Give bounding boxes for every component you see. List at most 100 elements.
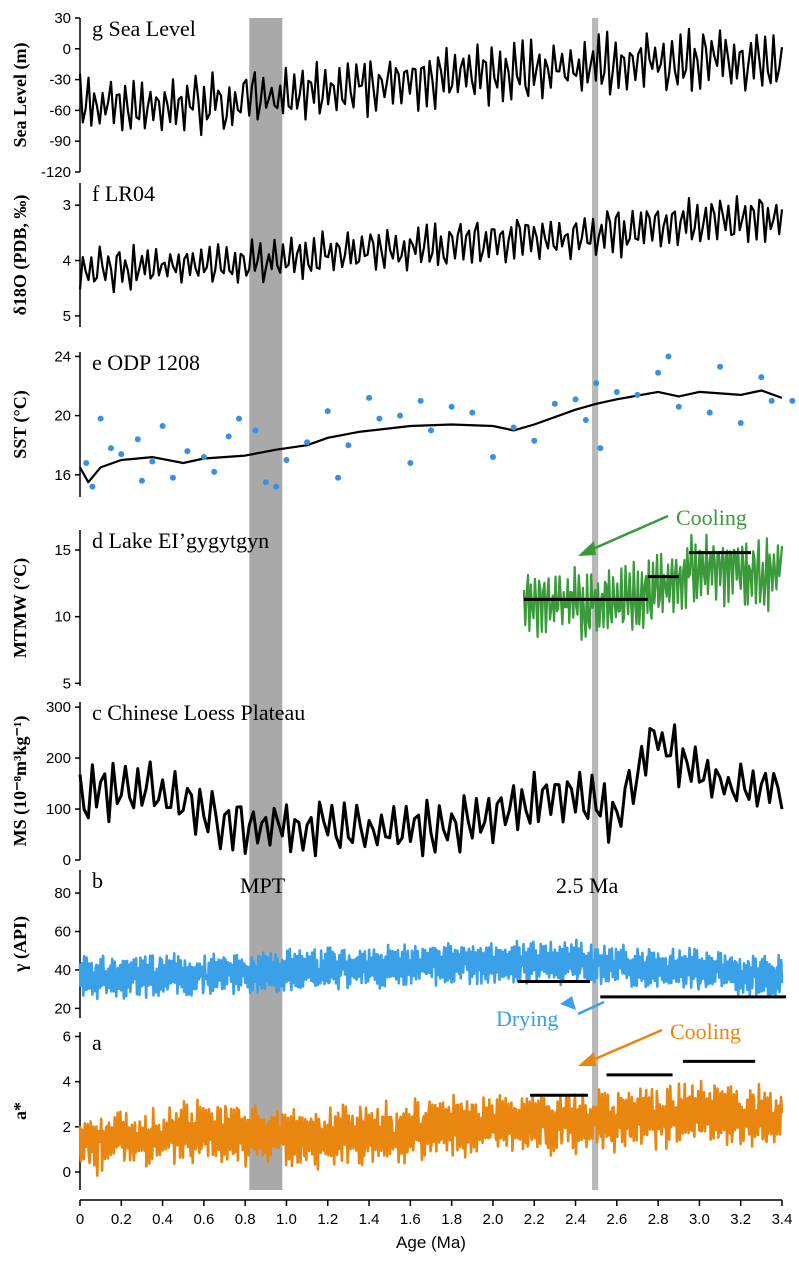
sst-sample-point xyxy=(304,439,311,446)
panel-title-g: g Sea Level xyxy=(92,16,196,41)
shade-band-mpt xyxy=(249,18,283,1190)
cooling-a-arrow xyxy=(587,1028,663,1064)
y-tick-label-b: 40 xyxy=(54,962,71,979)
series-e-points xyxy=(83,353,796,490)
x-tick-label: 1.0 xyxy=(276,1211,297,1228)
y-tick-label-b: 60 xyxy=(54,924,71,941)
series-d-line xyxy=(522,533,784,641)
sst-sample-point xyxy=(417,397,424,404)
panel-title-d: d Lake EI’gygytgyn xyxy=(92,528,269,553)
sst-sample-point xyxy=(345,442,352,449)
x-tick-label: 0.6 xyxy=(193,1211,214,1228)
annotations: MPT 2.5 Ma Cooling Drying Cooling xyxy=(240,505,747,1066)
panel-b: 80 60 40 20 b γ (API) xyxy=(10,868,103,1018)
sst-sample-point xyxy=(665,353,672,360)
series-a-line xyxy=(78,1079,784,1177)
sst-sample-point xyxy=(613,388,620,395)
y-tick-label-c: 100 xyxy=(46,801,71,818)
y-tick-label-e: 16 xyxy=(54,467,71,484)
mpt-label: MPT xyxy=(240,873,286,898)
y-label-b: γ (API) xyxy=(10,916,31,973)
sst-sample-point xyxy=(97,415,104,422)
y-tick-label-b: 20 xyxy=(54,1000,71,1017)
x-tick-label: 3.4 xyxy=(772,1211,793,1228)
y-tick-label-e: 20 xyxy=(54,408,71,425)
y-tick-label-c: 300 xyxy=(46,699,71,716)
sst-sample-point xyxy=(89,483,96,490)
series-path-c xyxy=(78,723,784,858)
panel-title-e: e ODP 1208 xyxy=(92,350,200,375)
sst-sample-point xyxy=(531,437,538,444)
sst-sample-point xyxy=(407,459,414,466)
drying-b-arrow xyxy=(577,1000,605,1016)
sst-sample-point xyxy=(118,451,125,458)
x-tick-label: 0.2 xyxy=(111,1211,132,1228)
y-tick-label-a: 4 xyxy=(63,1074,71,1091)
sst-sample-point xyxy=(335,474,342,481)
y-label-a: a* xyxy=(10,1102,30,1120)
y-tick-label-e: 24 xyxy=(54,348,71,365)
y-tick-label-c: 0 xyxy=(63,852,71,869)
y-tick-label-d: 10 xyxy=(54,609,71,626)
y-tick-label-a: 6 xyxy=(63,1029,71,1046)
series-path-d xyxy=(522,533,784,641)
x-axis: 0 0.2 0.4 0.6 0.8 1.0 1.2 1.4 1.6 1.8 2.0 2.2 2.4 2.6… xyxy=(76,1199,793,1252)
sst-sample-point xyxy=(397,412,404,419)
sst-sample-point xyxy=(469,409,476,416)
sst-sample-point xyxy=(768,397,775,404)
y-tick-label-d: 5 xyxy=(63,675,71,692)
series-path-g xyxy=(78,27,784,137)
cooling-a-label: Cooling xyxy=(670,1019,741,1044)
sst-sample-point xyxy=(184,448,191,455)
x-tick-label: 0.8 xyxy=(235,1211,256,1228)
sst-sample-point xyxy=(655,369,662,376)
panel-g: 30 0 -30 -60 -90 -120 g Sea Level Sea Level (m) xyxy=(10,10,196,181)
y-tick-label-d: 15 xyxy=(54,542,71,559)
sst-sample-point xyxy=(597,445,604,452)
sst-sample-point xyxy=(149,458,156,465)
cooling-d-label: Cooling xyxy=(676,505,747,530)
y-tick-label-g: 0 xyxy=(63,41,71,58)
panel-title-c: c Chinese Loess Plateau xyxy=(92,700,305,725)
series-g-line xyxy=(78,27,784,137)
cooling-d-arrowhead xyxy=(578,541,596,556)
sst-sample-point xyxy=(593,380,600,387)
sst-sample-point xyxy=(489,454,496,461)
y-tick-label-g: -30 xyxy=(49,72,71,89)
x-tick-label: 1.6 xyxy=(400,1211,421,1228)
y-label-f: δ18O (PDB, ‰) xyxy=(10,195,31,316)
y-label-e: SST (°C) xyxy=(10,390,31,458)
sst-sample-point xyxy=(134,436,141,443)
sst-sample-point xyxy=(737,420,744,427)
y-tick-label-b: 80 xyxy=(54,885,71,902)
sst-sample-point xyxy=(376,415,383,422)
x-tick-label: 2.2 xyxy=(524,1211,545,1228)
x-tick-label: 3.0 xyxy=(689,1211,710,1228)
sst-sample-point xyxy=(159,422,166,429)
sst-sample-point xyxy=(510,424,517,431)
panel-a: 6 4 2 0 a a* xyxy=(10,1029,102,1190)
y-tick-label-g: -60 xyxy=(49,102,71,119)
x-tick-label: 2.0 xyxy=(483,1211,504,1228)
sst-sample-point xyxy=(675,403,682,410)
sst-sample-point xyxy=(551,400,558,407)
x-tick-label: 1.4 xyxy=(359,1211,380,1228)
sst-sample-point xyxy=(428,427,434,434)
y-tick-label-a: 2 xyxy=(63,1119,71,1136)
sst-sample-point xyxy=(717,363,724,370)
panel-title-f: f LR04 xyxy=(92,181,155,206)
panel-c: 300 200 100 0 c Chinese Loess Plateau MS (10⁻… xyxy=(10,699,305,869)
sst-sample-point xyxy=(211,468,218,475)
x-axis-label: Age (Ma) xyxy=(396,1233,466,1252)
sst-sample-point xyxy=(366,394,373,401)
cooling-d-arrow xyxy=(585,514,669,554)
series-c-line xyxy=(78,723,784,858)
sst-sample-point xyxy=(706,409,713,416)
y-tick-label-a: 0 xyxy=(63,1164,71,1181)
series-f-line xyxy=(78,195,784,294)
sst-sample-point xyxy=(107,445,114,452)
series-path-b xyxy=(78,938,784,1001)
x-tick-label: 1.2 xyxy=(317,1211,338,1228)
